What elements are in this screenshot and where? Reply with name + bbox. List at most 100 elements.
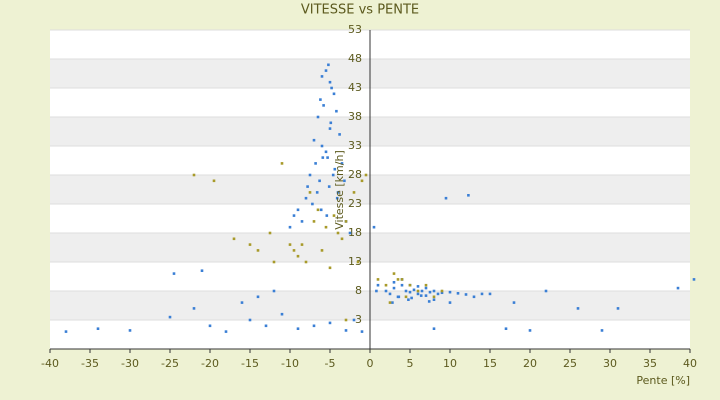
x-tick-label: 25	[563, 357, 577, 370]
point	[224, 330, 228, 333]
point	[335, 109, 338, 113]
point	[404, 289, 408, 293]
point	[448, 290, 452, 294]
point	[327, 185, 331, 188]
point	[288, 243, 292, 246]
point	[410, 296, 413, 300]
y-tick-label: 33	[348, 139, 362, 152]
point	[388, 301, 392, 304]
point	[391, 301, 394, 304]
point	[428, 290, 432, 294]
point	[472, 295, 476, 299]
x-tick-label: -30	[121, 357, 139, 370]
point	[616, 307, 620, 310]
point	[172, 272, 176, 275]
point	[311, 202, 314, 206]
point	[335, 196, 339, 200]
point	[312, 138, 316, 142]
point	[424, 294, 428, 297]
point	[320, 75, 324, 78]
point	[427, 300, 431, 303]
y-tick-label: 28	[348, 168, 362, 181]
point	[692, 278, 696, 281]
point	[600, 329, 604, 332]
point	[212, 179, 216, 183]
point	[292, 249, 296, 252]
point	[96, 327, 100, 330]
point	[336, 231, 340, 235]
point	[322, 104, 325, 107]
point	[400, 283, 404, 287]
x-tick-label: 15	[483, 357, 497, 370]
x-tick-label: 5	[407, 357, 414, 370]
point	[416, 289, 420, 293]
point	[544, 289, 548, 293]
point	[248, 318, 252, 322]
point	[324, 69, 328, 72]
point	[467, 194, 470, 197]
point	[456, 292, 460, 295]
point	[444, 196, 448, 200]
point	[424, 286, 428, 290]
point	[576, 307, 580, 310]
chart-title: VITESSE vs PENTE	[301, 3, 419, 18]
point	[676, 286, 680, 290]
x-tick-label: 40	[683, 357, 697, 370]
point	[424, 283, 428, 287]
point	[392, 281, 396, 284]
y-tick-label: 43	[348, 81, 362, 94]
point	[480, 292, 484, 296]
point	[344, 220, 348, 223]
point	[328, 80, 332, 84]
point	[404, 295, 408, 299]
x-tick-label: -35	[81, 357, 99, 370]
point	[280, 162, 284, 165]
point	[300, 220, 304, 223]
point	[408, 283, 412, 287]
point	[316, 115, 320, 119]
point	[356, 260, 360, 264]
x-tick-label: 35	[643, 357, 657, 370]
y-tick-label: 18	[348, 226, 362, 239]
point	[375, 289, 378, 293]
x-tick-label: 10	[443, 357, 457, 370]
point	[288, 225, 292, 229]
point	[314, 162, 317, 165]
point	[128, 329, 132, 332]
y-tick-label: 8	[355, 284, 362, 297]
x-axis-label: Pente [%]	[636, 374, 690, 387]
point	[333, 167, 337, 171]
point	[440, 289, 444, 293]
y-tick-label: 38	[348, 110, 362, 123]
point	[344, 318, 348, 322]
point	[324, 225, 328, 229]
point	[327, 63, 330, 67]
point	[376, 278, 380, 281]
point	[320, 249, 324, 252]
point	[324, 150, 328, 154]
x-tick-label: 20	[523, 357, 537, 370]
point	[328, 266, 332, 270]
point	[296, 327, 300, 330]
y-tick-label: 13	[348, 255, 362, 268]
point	[397, 295, 401, 299]
point	[432, 298, 436, 301]
y-tick-label: 53	[348, 23, 362, 36]
point	[416, 285, 420, 288]
point	[512, 301, 516, 304]
point	[340, 162, 344, 165]
point	[312, 220, 316, 223]
point	[352, 191, 356, 194]
point	[200, 269, 204, 272]
y-tick-label: 23	[348, 197, 362, 210]
point	[360, 179, 364, 183]
point	[325, 214, 329, 217]
x-tick-label: -15	[241, 357, 259, 370]
point	[328, 321, 332, 325]
point	[340, 237, 344, 241]
point	[388, 292, 392, 296]
point	[360, 330, 364, 333]
point	[432, 295, 436, 299]
point	[326, 156, 329, 159]
